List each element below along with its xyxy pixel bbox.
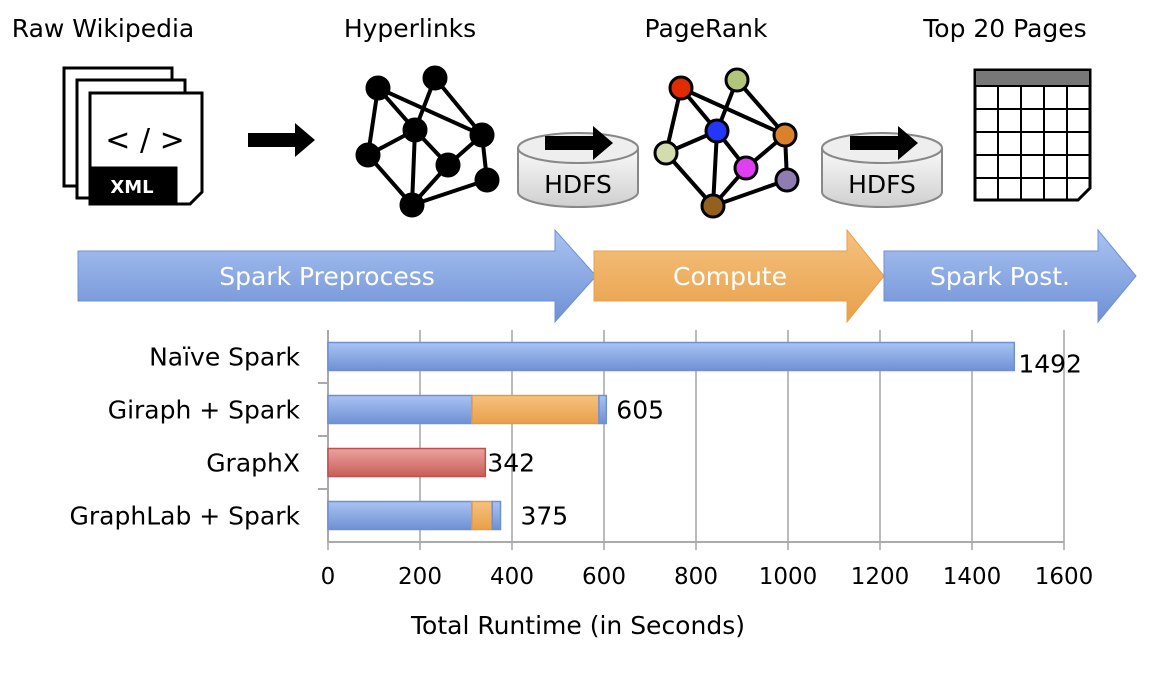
hdfs-label: HDFS [544, 170, 612, 199]
x-tick-label: 1000 [759, 564, 818, 590]
x-tick-label: 200 [398, 564, 442, 590]
x-tick-label: 800 [674, 564, 718, 590]
spark-post-label: Spark Post. [930, 262, 1070, 291]
bar-segment [327, 447, 487, 478]
x-tick-label: 400 [490, 564, 534, 590]
graph-node [469, 122, 495, 148]
graph-node [774, 167, 800, 193]
bar-segment [471, 394, 600, 425]
category-label: GraphLab + Spark [70, 502, 301, 531]
x-tick-label: 0 [321, 564, 336, 590]
graph-node [733, 155, 759, 181]
table-header [974, 69, 1091, 87]
runtime-bar-chart: 0 200 400 600 800 1000 1200 1400 1600 Naïve Spark… [70, 330, 1094, 590]
compute-arrow [593, 228, 885, 324]
graph-node [435, 152, 461, 178]
graph-node [704, 118, 730, 144]
hyperlinks-graph [355, 65, 500, 218]
spark-preprocess-arrow [77, 228, 597, 324]
data-label: 342 [487, 449, 535, 478]
graph-node [653, 140, 679, 166]
xml-documents-icon [62, 66, 204, 206]
bar-segment [327, 341, 1016, 372]
data-label: 1492 [1018, 350, 1082, 379]
bar-segment [491, 500, 502, 531]
table-icon [973, 68, 1092, 202]
arrow-icon [248, 123, 315, 157]
graph-edge [712, 178, 788, 208]
graph-node [772, 122, 798, 148]
bar-segment [471, 500, 493, 531]
code-glyph: < / > [105, 123, 184, 158]
x-tick-label: 1600 [1035, 564, 1094, 590]
graph-edge [411, 178, 488, 207]
category-label: Naïve Spark [149, 343, 300, 372]
graph-node [724, 67, 750, 93]
graph-node [474, 167, 500, 193]
compute-label: Compute [673, 262, 787, 291]
graph-edge [711, 130, 719, 207]
graph-edge [410, 129, 417, 206]
spark-post-arrow [883, 228, 1137, 324]
pagerank-graph [653, 67, 800, 219]
category-label: GraphX [206, 449, 300, 478]
graph-edge [377, 86, 483, 137]
x-tick-label: 1200 [851, 564, 910, 590]
bar-segment [327, 394, 473, 425]
bar-segment [598, 394, 608, 425]
pagerank-title: PageRank [645, 14, 769, 43]
graph-node [668, 75, 694, 101]
graph-node [402, 117, 428, 143]
graph-node [355, 142, 381, 168]
hyperlinks-title: Hyperlinks [344, 14, 476, 43]
category-label: Giraph + Spark [108, 396, 301, 425]
raw-wikipedia-title: Raw Wikipedia [12, 14, 194, 43]
graph-node [365, 75, 391, 101]
hdfs-disk-icon [517, 126, 639, 208]
x-tick-label: 600 [582, 564, 626, 590]
data-label: 605 [616, 396, 664, 425]
spark-preprocess-label: Spark Preprocess [219, 262, 435, 291]
hdfs-disk-icon [821, 126, 943, 208]
bar-segment [327, 500, 473, 531]
graph-node [422, 65, 448, 91]
data-label: 375 [521, 502, 569, 531]
x-tick-label: 1400 [943, 564, 1002, 590]
graph-node [399, 192, 425, 218]
top-pages-title: Top 20 Pages [922, 14, 1086, 43]
graph-node [700, 193, 726, 219]
xml-tag: XML [110, 177, 153, 198]
graph-edge [680, 86, 786, 137]
x-axis-label: Total Runtime (in Seconds) [410, 611, 745, 640]
table-frame [973, 68, 1092, 202]
hdfs-label: HDFS [848, 170, 916, 199]
